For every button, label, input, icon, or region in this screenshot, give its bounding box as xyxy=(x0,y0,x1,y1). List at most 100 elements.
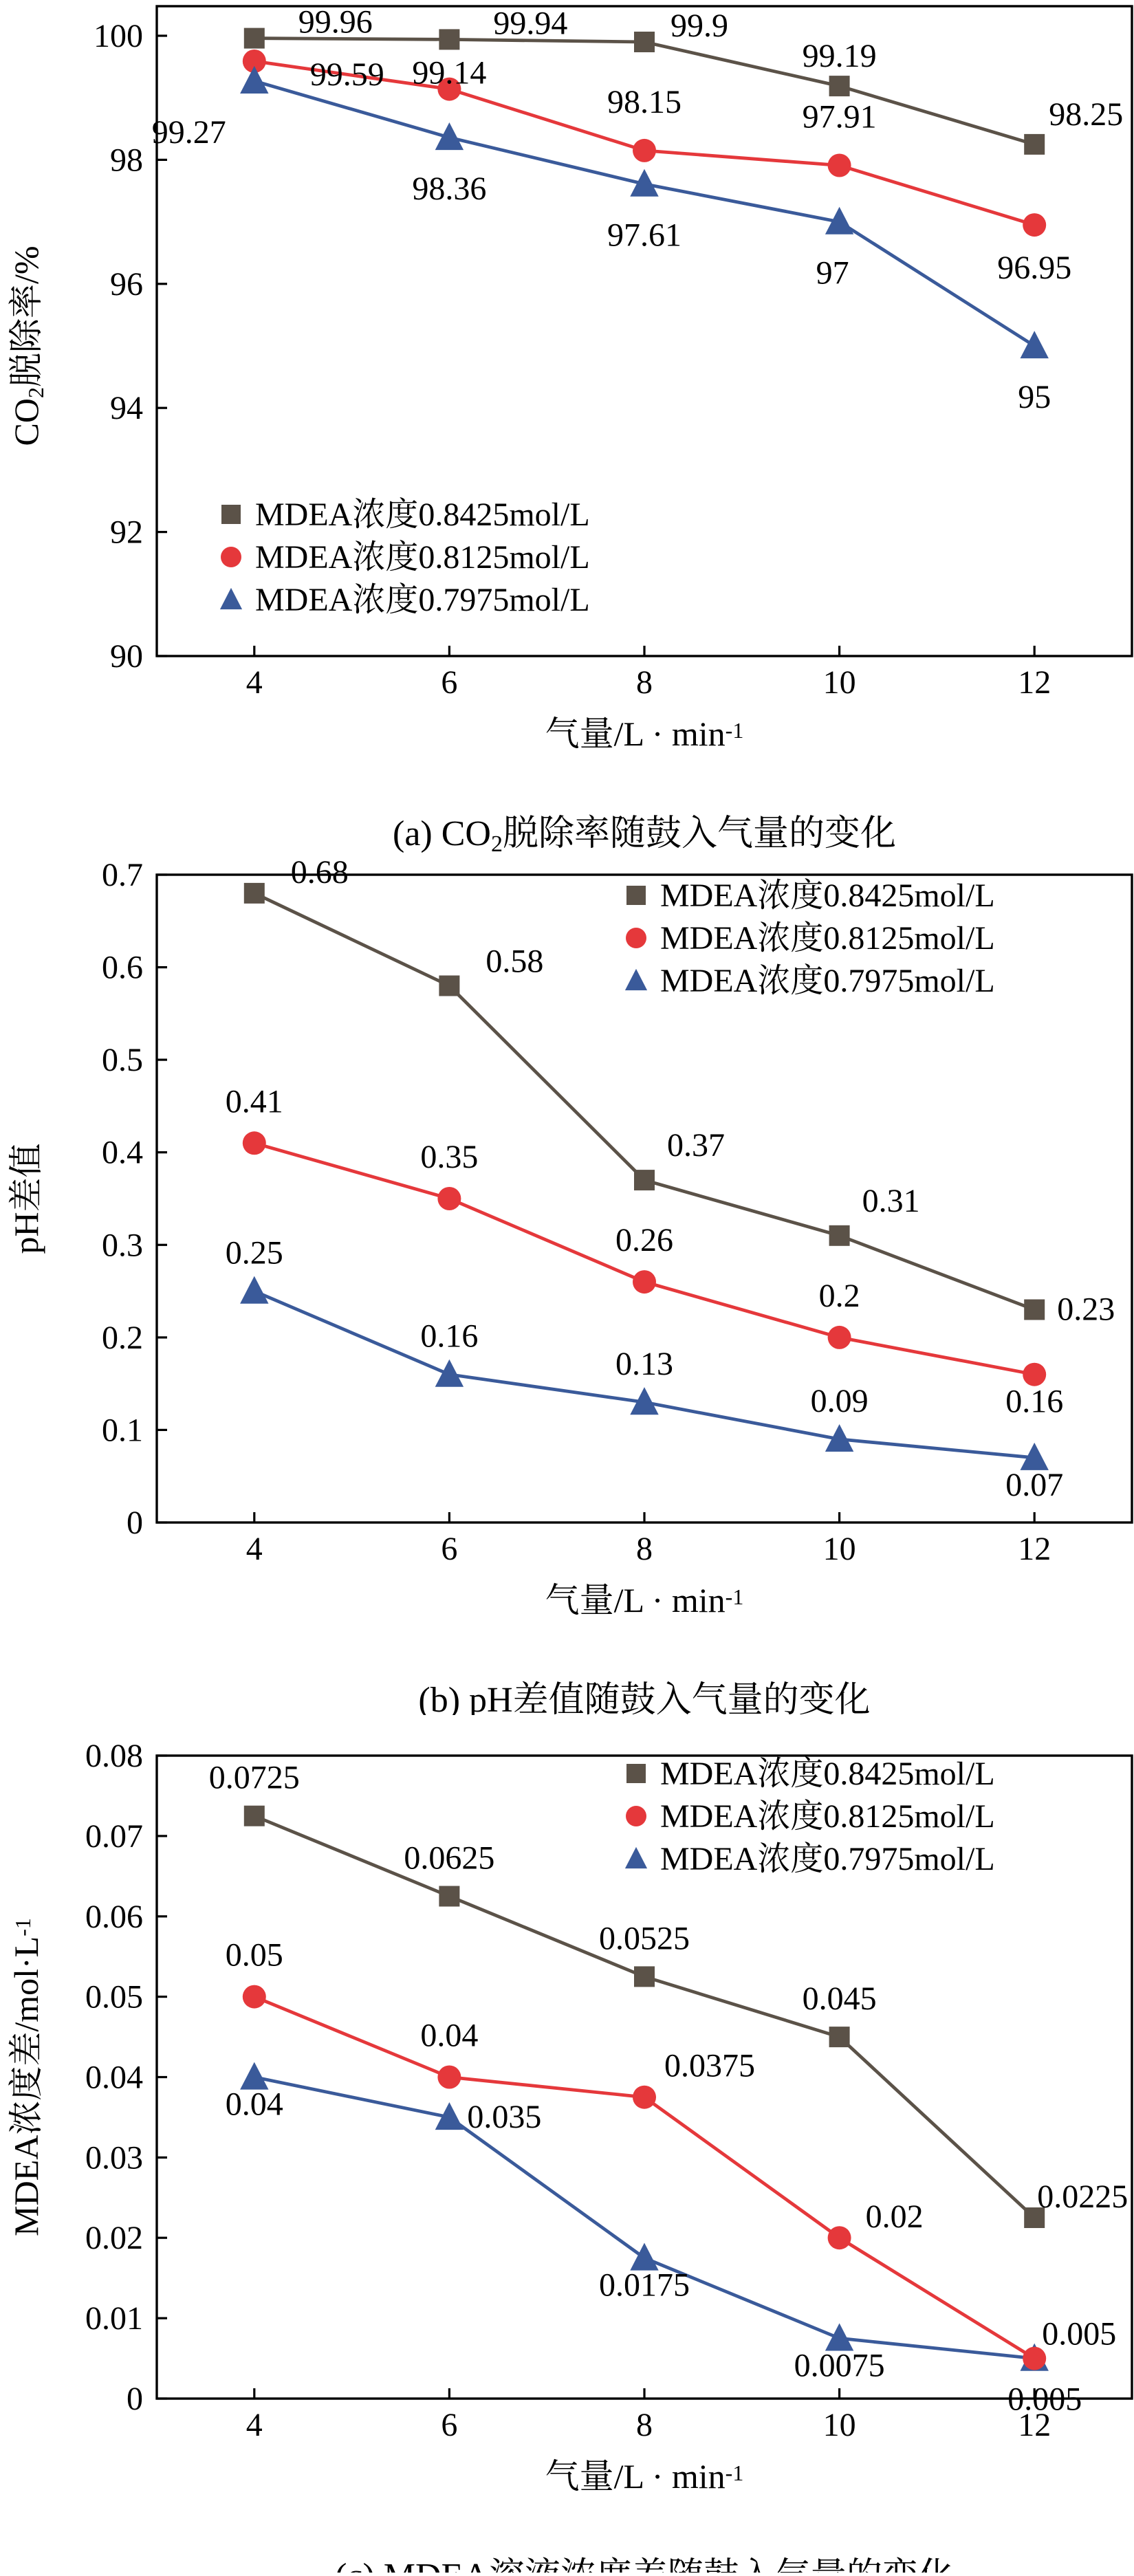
svg-text:0.0175: 0.0175 xyxy=(599,2267,690,2304)
svg-text:MDEA浓度0.8425mol/L: MDEA浓度0.8425mol/L xyxy=(255,496,590,533)
svg-text:98: 98 xyxy=(110,142,143,178)
svg-text:0.08: 0.08 xyxy=(85,1738,143,1774)
svg-text:0: 0 xyxy=(127,1505,143,1541)
svg-text:0.04: 0.04 xyxy=(420,2018,478,2054)
svg-text:99.19: 99.19 xyxy=(803,38,877,74)
svg-text:99.96: 99.96 xyxy=(298,4,373,41)
svg-text:97.61: 97.61 xyxy=(607,217,682,254)
svg-text:0.05: 0.05 xyxy=(85,1979,143,2016)
svg-text:MDEA浓度0.8425mol/L: MDEA浓度0.8425mol/L xyxy=(660,1756,995,1792)
svg-text:0.4: 0.4 xyxy=(102,1135,143,1171)
svg-text:0.03: 0.03 xyxy=(85,2139,143,2176)
svg-text:8: 8 xyxy=(636,1531,653,1567)
svg-text:12: 12 xyxy=(1018,1531,1051,1567)
svg-text:6: 6 xyxy=(441,1531,457,1567)
svg-text:0.2: 0.2 xyxy=(102,1320,143,1356)
svg-text:97.91: 97.91 xyxy=(803,99,877,135)
svg-text:90: 90 xyxy=(110,638,143,675)
svg-text:0.13: 0.13 xyxy=(615,1346,673,1382)
svg-text:MDEA浓度0.8125mol/L: MDEA浓度0.8125mol/L xyxy=(660,1798,995,1835)
svg-text:MDEA浓度差/mol·L-1: MDEA浓度差/mol·L-1 xyxy=(7,1918,45,2236)
svg-text:0.02: 0.02 xyxy=(85,2220,143,2256)
svg-text:10: 10 xyxy=(823,1531,856,1567)
svg-text:10: 10 xyxy=(823,2407,856,2443)
svg-text:0.035: 0.035 xyxy=(467,2099,541,2135)
svg-text:0.2: 0.2 xyxy=(819,1278,860,1314)
svg-text:MDEA浓度0.8125mol/L: MDEA浓度0.8125mol/L xyxy=(255,539,590,576)
svg-text:0.07: 0.07 xyxy=(85,1818,143,1855)
svg-text:0.09: 0.09 xyxy=(811,1383,869,1419)
svg-text:98.36: 98.36 xyxy=(412,171,486,207)
svg-text:0.1: 0.1 xyxy=(102,1412,143,1448)
svg-text:96: 96 xyxy=(110,266,143,303)
svg-text:pH差值: pH差值 xyxy=(7,1143,45,1254)
svg-text:MDEA浓度0.7975mol/L: MDEA浓度0.7975mol/L xyxy=(255,582,590,618)
svg-text:4: 4 xyxy=(246,664,263,701)
svg-text:0.0725: 0.0725 xyxy=(209,1760,300,1796)
svg-text:4: 4 xyxy=(246,1531,263,1567)
svg-text:99.59: 99.59 xyxy=(310,56,384,93)
svg-text:8: 8 xyxy=(636,2407,653,2443)
svg-text:0.31: 0.31 xyxy=(862,1183,920,1219)
svg-text:0.005: 0.005 xyxy=(1007,2381,1082,2418)
svg-text:100: 100 xyxy=(94,18,143,54)
svg-text:0.37: 0.37 xyxy=(667,1127,725,1164)
svg-text:气量/L · min-1: 气量/L · min-1 xyxy=(545,1581,744,1619)
svg-text:0.35: 0.35 xyxy=(420,1139,478,1175)
svg-text:0.01: 0.01 xyxy=(85,2300,143,2337)
svg-text:MDEA浓度0.7975mol/L: MDEA浓度0.7975mol/L xyxy=(660,1841,995,1877)
svg-text:(b) pH差值随鼓入气量的变化: (b) pH差值随鼓入气量的变化 xyxy=(418,1681,870,1715)
svg-text:94: 94 xyxy=(110,390,143,426)
svg-text:99.9: 99.9 xyxy=(670,8,728,44)
svg-text:0.07: 0.07 xyxy=(1005,1467,1063,1503)
svg-text:10: 10 xyxy=(823,664,856,701)
svg-text:6: 6 xyxy=(441,2407,457,2443)
svg-text:气量/L · min-1: 气量/L · min-1 xyxy=(545,2457,744,2496)
svg-text:0.58: 0.58 xyxy=(486,943,543,980)
svg-text:0.06: 0.06 xyxy=(85,1899,143,1935)
svg-text:0.16: 0.16 xyxy=(420,1318,478,1355)
svg-text:12: 12 xyxy=(1018,664,1051,701)
svg-text:99.94: 99.94 xyxy=(493,5,567,41)
svg-text:0.6: 0.6 xyxy=(102,950,143,986)
svg-text:气量/L · min-1: 气量/L · min-1 xyxy=(545,714,744,753)
svg-text:6: 6 xyxy=(441,664,457,701)
svg-text:95: 95 xyxy=(1018,379,1051,415)
svg-text:0.16: 0.16 xyxy=(1005,1384,1063,1420)
svg-text:0.7: 0.7 xyxy=(102,858,143,893)
svg-text:CO2脱除率/%: CO2脱除率/% xyxy=(7,245,48,446)
svg-text:0.23: 0.23 xyxy=(1057,1291,1115,1328)
svg-text:92: 92 xyxy=(110,514,143,551)
svg-text:99.27: 99.27 xyxy=(152,114,226,151)
svg-text:0.045: 0.045 xyxy=(803,1980,877,2017)
svg-text:(c) MDEA溶液浓度差随鼓入气量的变化: (c) MDEA溶液浓度差随鼓入气量的变化 xyxy=(335,2557,954,2573)
svg-text:MDEA浓度0.8125mol/L: MDEA浓度0.8125mol/L xyxy=(660,920,995,957)
svg-text:4: 4 xyxy=(246,2407,263,2443)
svg-text:MDEA浓度0.7975mol/L: MDEA浓度0.7975mol/L xyxy=(660,963,995,999)
svg-text:0.0075: 0.0075 xyxy=(794,2347,885,2383)
svg-text:98.15: 98.15 xyxy=(607,84,682,120)
svg-text:0.04: 0.04 xyxy=(85,2060,143,2096)
svg-text:8: 8 xyxy=(636,664,653,701)
svg-text:0.05: 0.05 xyxy=(226,1937,283,1974)
svg-text:99.14: 99.14 xyxy=(412,55,486,91)
svg-text:0.3: 0.3 xyxy=(102,1227,143,1263)
svg-text:MDEA浓度0.8425mol/L: MDEA浓度0.8425mol/L xyxy=(660,877,995,914)
svg-text:0.0625: 0.0625 xyxy=(404,1840,494,1877)
svg-text:0.005: 0.005 xyxy=(1042,2316,1116,2353)
svg-text:0.0225: 0.0225 xyxy=(1037,2179,1128,2215)
svg-text:0.04: 0.04 xyxy=(226,2086,283,2123)
svg-text:97: 97 xyxy=(816,255,849,292)
svg-text:0.0375: 0.0375 xyxy=(664,2048,755,2084)
svg-text:0.68: 0.68 xyxy=(291,858,349,891)
svg-text:0.26: 0.26 xyxy=(615,1222,673,1258)
svg-text:98.25: 98.25 xyxy=(1049,96,1123,133)
svg-text:(a) CO2脱除率随鼓入气量的变化: (a) CO2脱除率随鼓入气量的变化 xyxy=(393,814,896,857)
svg-text:0.5: 0.5 xyxy=(102,1042,143,1078)
svg-text:0.25: 0.25 xyxy=(226,1235,283,1271)
svg-text:0.0525: 0.0525 xyxy=(599,1920,690,1956)
svg-text:96.95: 96.95 xyxy=(997,250,1071,286)
svg-text:0.02: 0.02 xyxy=(866,2198,924,2235)
svg-text:0: 0 xyxy=(127,2381,143,2417)
svg-text:0.41: 0.41 xyxy=(226,1083,283,1120)
